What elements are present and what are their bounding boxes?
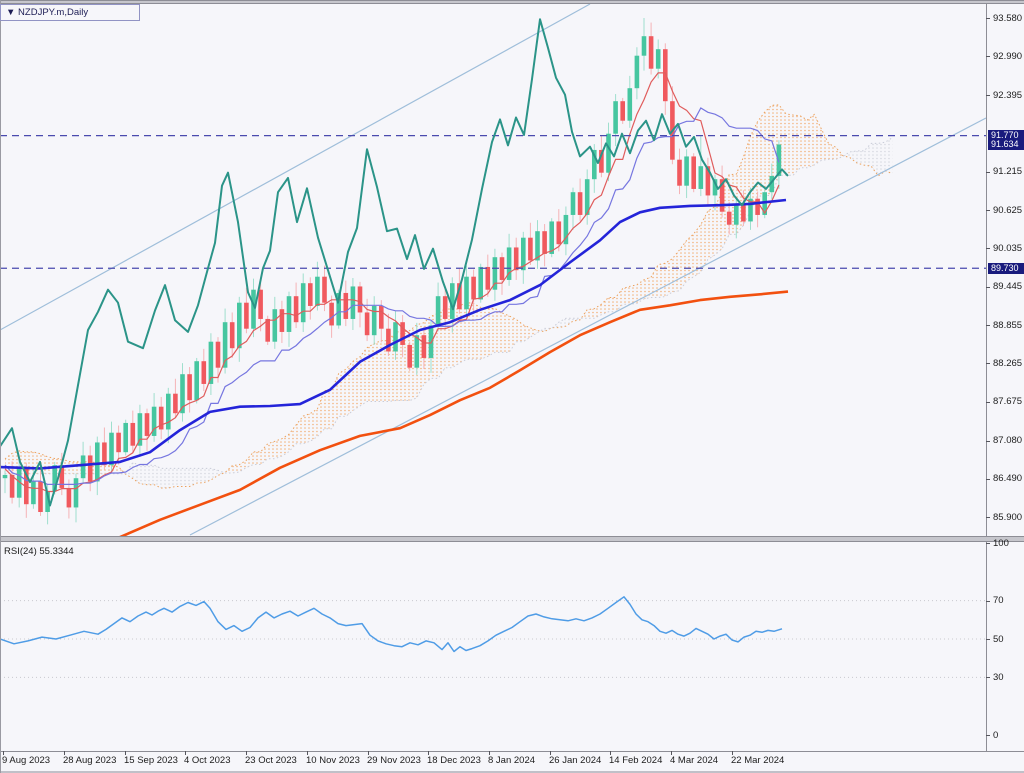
symbol-label: ▼ NZDJPY.m,Daily [6,7,89,18]
rsi-indicator-label: RSI(24) 55.3344 [4,546,74,557]
window-bottom-edge [0,771,1024,773]
window-left-edge [0,0,1,773]
indicator-panel-divider[interactable] [0,536,1024,542]
window-top-divider [0,0,1024,4]
symbol-label-box[interactable]: ▼ NZDJPY.m,Daily [0,4,140,21]
price-axis-border [986,4,987,751]
date-axis-border [0,751,1024,752]
